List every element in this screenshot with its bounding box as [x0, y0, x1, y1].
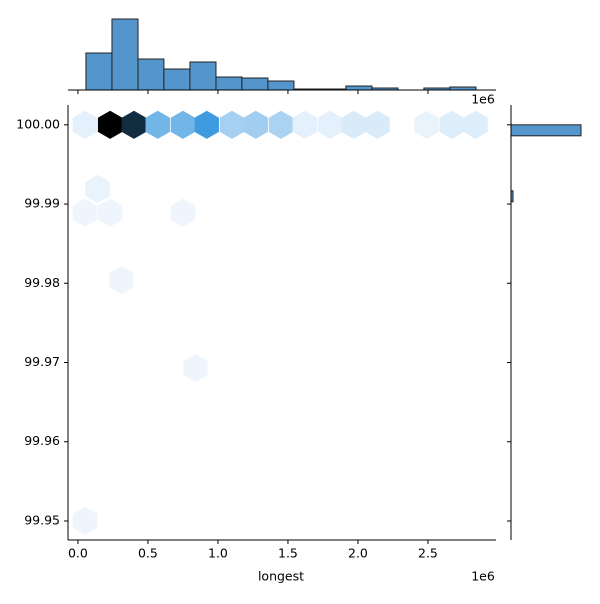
- histogram-bar: [85, 52, 113, 91]
- x-tick-label: 0.5: [138, 546, 158, 561]
- histogram-bar: [189, 61, 217, 91]
- x-tick-label: 1.0: [208, 546, 228, 561]
- hexbin-cell: [109, 266, 134, 295]
- x-offset: 1e6: [471, 569, 495, 584]
- hexbin-cell: [72, 198, 98, 227]
- hexbin-cell: [268, 110, 294, 139]
- hexbin-cell: [72, 506, 98, 536]
- hexbin-cell: [243, 110, 268, 139]
- hexbin-cell: [85, 174, 110, 204]
- histogram-bar: [510, 124, 582, 137]
- x-tick-label: 0.0: [68, 546, 88, 561]
- hexbin-cell: [365, 110, 390, 139]
- histogram-bar: [215, 76, 243, 91]
- histogram-bar: [241, 77, 269, 91]
- x-offset: 1e6: [471, 92, 495, 107]
- hexbin-cell: [219, 110, 245, 139]
- histogram-bar: [111, 18, 139, 91]
- y-tick-label: 99.96: [24, 433, 60, 448]
- hexbin-cell: [145, 110, 170, 139]
- hexbin-cell: [170, 110, 196, 139]
- histogram-bar: [267, 80, 295, 91]
- hexbin-cell: [341, 110, 366, 139]
- hexbin-cell: [97, 198, 123, 227]
- hexbin-cell: [97, 110, 123, 139]
- hexbin-cell: [439, 110, 464, 139]
- y-tick-label: 99.97: [24, 354, 60, 369]
- hexbin-cell: [170, 198, 196, 227]
- y-tick-label: 99.99: [24, 196, 60, 211]
- histogram-bar: [163, 68, 191, 91]
- hexbin-cell: [72, 110, 98, 139]
- hexbin-cell: [121, 110, 147, 139]
- hexbin-cell: [194, 110, 219, 139]
- histogram-bar: [137, 58, 165, 91]
- x-tick-label: 2.0: [348, 546, 368, 561]
- hexbin-cell: [414, 110, 439, 139]
- y-tick-label: 100.00: [16, 116, 60, 131]
- hexbin-cell: [463, 110, 488, 139]
- x-axis-label: longest: [258, 569, 304, 584]
- y-tick-label: 99.95: [24, 512, 60, 527]
- histogram-bar: [345, 85, 373, 91]
- hexbin-cell: [183, 353, 208, 383]
- x-tick-label: 2.5: [418, 546, 438, 561]
- x-tick-label: 1.5: [278, 546, 298, 561]
- y-tick-label: 99.98: [24, 275, 60, 290]
- hexbin-cell: [317, 110, 343, 139]
- hexbin-cell: [292, 110, 317, 139]
